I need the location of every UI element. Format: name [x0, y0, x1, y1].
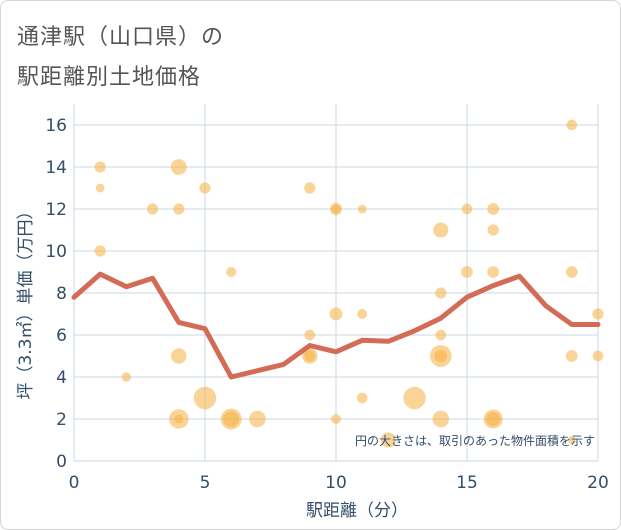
y-tick-label: 10: [45, 242, 67, 262]
data-bubble: [170, 159, 187, 175]
data-bubble: [435, 329, 447, 341]
y-axis-label: 坪（3.3㎡）単価（万円）: [16, 202, 36, 399]
x-tick-labels: 0 5 10 15 20: [69, 473, 609, 493]
x-tick-label: 10: [325, 473, 347, 493]
data-bubble: [434, 349, 448, 363]
y-tick-label: 16: [45, 116, 67, 136]
data-bubble: [304, 350, 316, 362]
data-bubble: [486, 411, 501, 427]
data-bubble: [487, 224, 499, 236]
data-bubble: [566, 119, 578, 131]
data-bubble: [331, 204, 341, 214]
y-tick-label: 8: [56, 284, 67, 304]
data-bubble: [567, 436, 576, 444]
bubble-series: [94, 119, 604, 448]
chart-title-line1: 通津駅（山口県）の: [17, 25, 225, 50]
data-bubble: [304, 182, 316, 194]
y-tick-label: 0: [56, 452, 67, 472]
y-tick-label: 4: [56, 368, 67, 388]
trend-line: [71, 271, 601, 380]
data-bubble: [565, 350, 578, 362]
data-bubble: [403, 386, 426, 410]
y-tick-label: 12: [45, 200, 67, 220]
data-bubble: [173, 203, 185, 215]
data-bubble: [193, 386, 217, 410]
data-bubble: [199, 182, 211, 194]
data-bubble: [461, 203, 473, 215]
x-tick-label: 0: [69, 473, 80, 493]
data-bubble: [94, 245, 106, 257]
data-bubble: [565, 266, 578, 278]
data-bubble: [95, 183, 105, 193]
data-bubble: [121, 372, 132, 382]
y-tick-label: 14: [45, 158, 67, 178]
x-axis-label: 駅距離（分）: [306, 501, 408, 521]
data-bubble: [94, 161, 106, 173]
data-bubble: [487, 266, 500, 278]
data-bubble: [329, 307, 343, 321]
data-bubble: [357, 308, 368, 320]
data-bubble: [249, 410, 266, 428]
data-bubble: [174, 414, 184, 424]
data-bubble: [223, 411, 240, 427]
data-bubble: [433, 222, 449, 238]
chart-title-line2: 駅距離別土地価格: [17, 65, 202, 90]
data-bubble: [380, 432, 396, 448]
data-bubble: [432, 410, 450, 428]
data-bubble: [592, 308, 604, 320]
annotation-text: 円の大きさは、取引のあった物件面積を示す: [355, 433, 595, 448]
x-tick-label: 15: [456, 473, 478, 493]
data-bubble: [461, 266, 473, 278]
data-bubble: [226, 266, 237, 278]
data-bubble: [330, 413, 342, 425]
data-bubble: [357, 204, 367, 214]
grid-lines: [73, 104, 599, 462]
y-tick-labels: 0 2 4 6 8 10 12 14 16: [45, 116, 67, 472]
y-tick-label: 6: [56, 326, 67, 346]
x-tick-label: 5: [200, 473, 211, 493]
x-tick-label: 20: [587, 473, 609, 493]
data-bubble: [356, 392, 368, 404]
data-bubble: [147, 203, 159, 215]
data-bubble: [304, 329, 316, 341]
y-tick-label: 2: [56, 410, 67, 430]
data-bubble: [487, 203, 500, 215]
data-bubble: [435, 287, 447, 299]
data-bubble: [171, 348, 187, 364]
data-bubble: [592, 350, 604, 362]
